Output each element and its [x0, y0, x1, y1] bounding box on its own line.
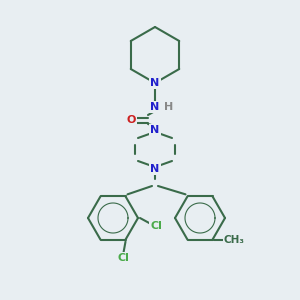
- Text: H: H: [164, 102, 174, 112]
- Text: Cl: Cl: [118, 253, 129, 263]
- Text: Cl: Cl: [150, 221, 162, 231]
- Text: O: O: [126, 115, 136, 125]
- Text: CH₃: CH₃: [224, 235, 245, 245]
- Text: N: N: [150, 78, 160, 88]
- Text: N: N: [150, 102, 160, 112]
- Text: N: N: [150, 125, 160, 135]
- Text: N: N: [150, 164, 160, 174]
